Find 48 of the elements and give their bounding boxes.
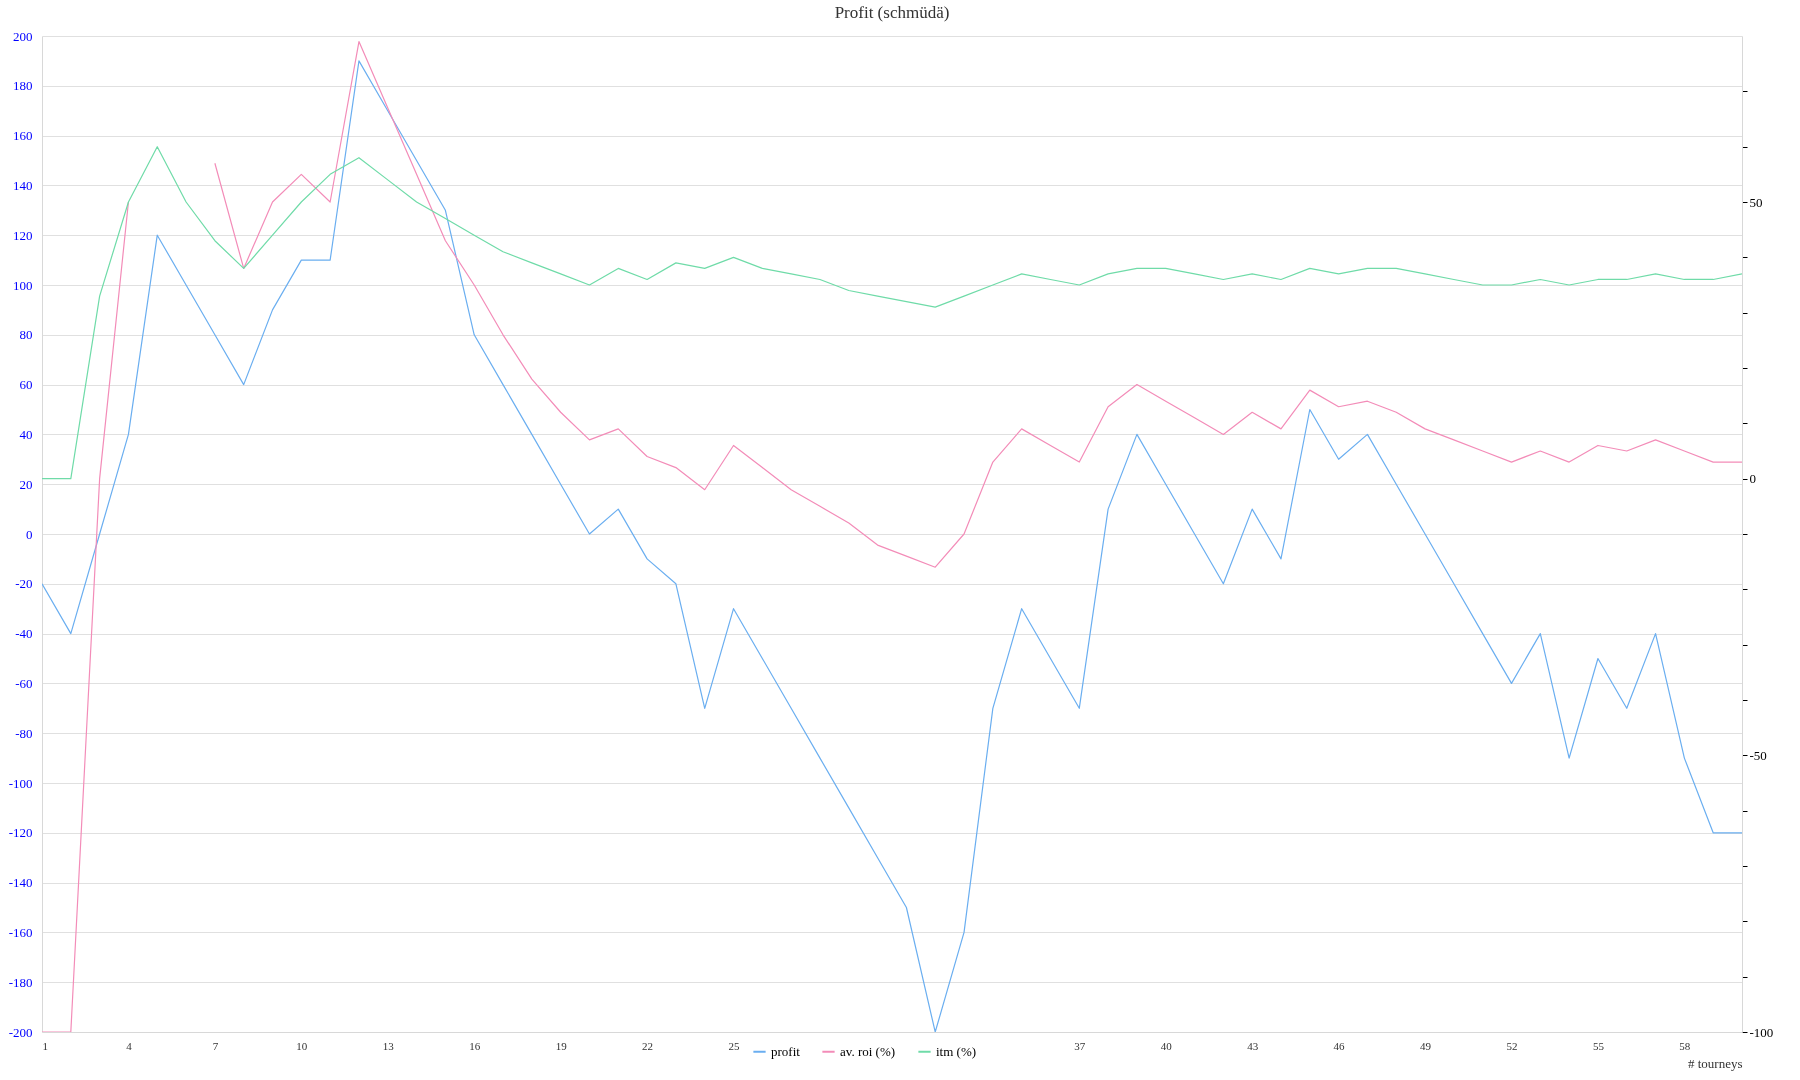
y-tick-label: 100: [13, 277, 33, 293]
x-tick-label: 25: [728, 1039, 741, 1052]
y-tick-label: 60: [19, 377, 33, 393]
y-tick-label: -20: [15, 576, 33, 592]
y-tick-label: -80: [15, 725, 33, 741]
x-tick-label: 10: [296, 1039, 308, 1052]
y2-tick-label: -100: [1749, 1024, 1774, 1040]
y2-tick-label: -50: [1749, 747, 1767, 763]
x-tick-label: 19: [555, 1039, 568, 1052]
x-tick-label: 4: [126, 1039, 133, 1052]
x-tick-label: 1: [42, 1039, 48, 1052]
x-tick-label: 7: [212, 1039, 219, 1052]
x-tick-label: 22: [642, 1039, 654, 1052]
x-tick-label: 13: [382, 1039, 395, 1052]
y-tick-label: 20: [19, 476, 33, 492]
x-tick-label: 37: [1074, 1039, 1086, 1052]
x-tick-label: 40: [1160, 1039, 1173, 1052]
x-tick-label: 55: [1592, 1039, 1605, 1052]
y-tick-label: 200: [13, 28, 33, 44]
x-axis-title: # tourneys: [1687, 1055, 1743, 1071]
y-tick-label: -100: [8, 775, 33, 791]
y-tick-label: -120: [8, 825, 33, 841]
y-tick-label: 0: [26, 526, 33, 542]
y-tick-label: -160: [8, 924, 33, 940]
y-tick-label: 160: [13, 128, 33, 144]
x-tick-label: 49: [1420, 1039, 1432, 1052]
y2-tick-label: 50: [1749, 194, 1763, 210]
x-tick-label: 16: [469, 1039, 481, 1052]
y-tick-label: -60: [15, 675, 33, 691]
legend-label: profit: [771, 1043, 801, 1059]
x-tick-label: 52: [1506, 1039, 1518, 1052]
x-tick-label: 43: [1247, 1039, 1259, 1052]
y-tick-label: -200: [8, 1024, 33, 1040]
y-tick-label: 120: [13, 227, 33, 243]
y-tick-label: 180: [13, 78, 33, 94]
y-tick-label: 80: [19, 327, 33, 343]
legend-label: itm (%): [936, 1043, 977, 1059]
y-tick-label: 40: [19, 426, 33, 442]
y-tick-label: 140: [13, 177, 33, 193]
x-tick-label: 46: [1333, 1039, 1346, 1052]
legend-label: av. roi (%): [840, 1043, 896, 1059]
y-tick-label: -40: [15, 626, 33, 642]
y-tick-label: -140: [8, 875, 33, 891]
line-series: [42, 146, 1742, 480]
y-tick-label: -180: [8, 974, 33, 990]
x-tick-label: 58: [1679, 1039, 1691, 1052]
chart-title: Profit (schmüdä): [834, 3, 950, 22]
y2-tick-label: 0: [1749, 471, 1756, 487]
